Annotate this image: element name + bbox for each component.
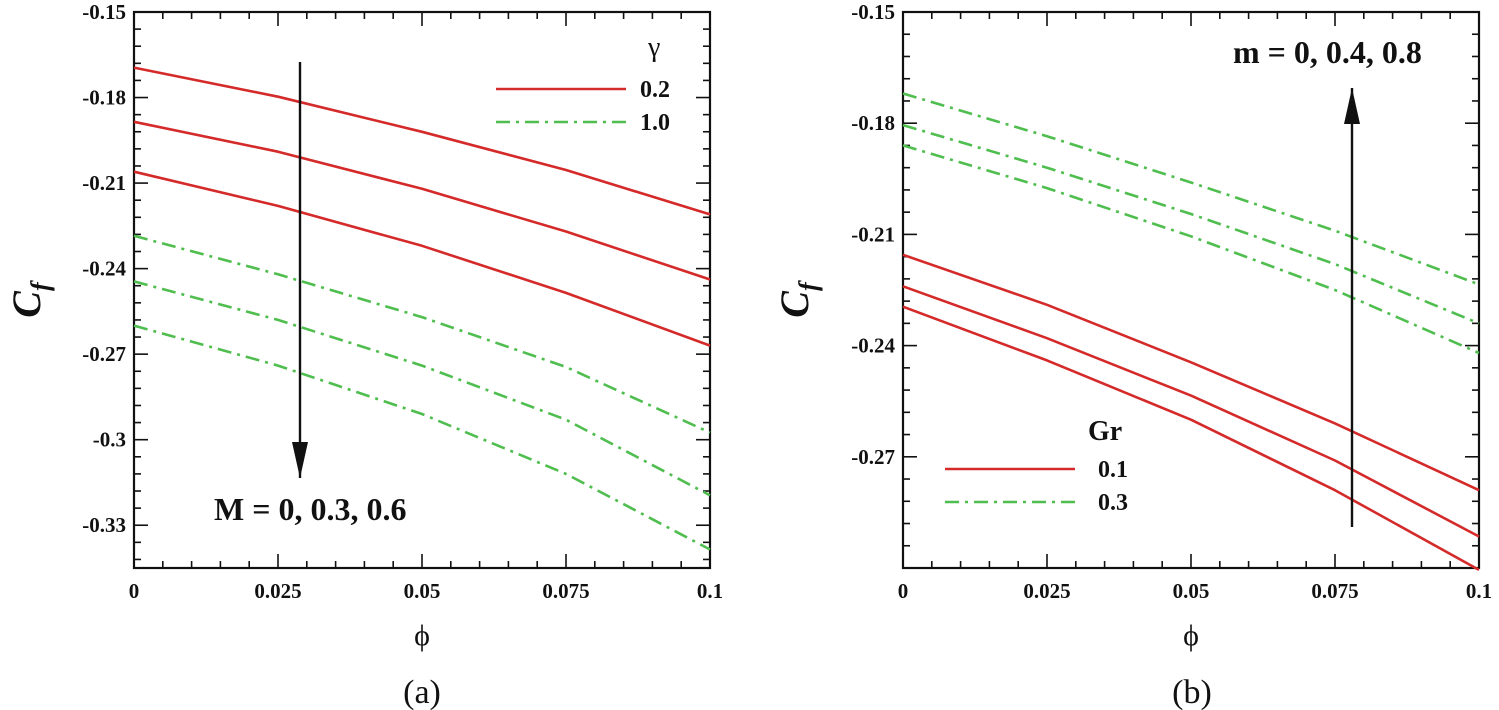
- series-line-2: [133, 120, 711, 281]
- series-line-5: [133, 280, 711, 497]
- x-tick-label: 0.075: [1311, 579, 1358, 603]
- x-tick-label: 0: [898, 579, 909, 603]
- series-line-6: [133, 324, 711, 551]
- legend-label-1: 0.1: [1098, 457, 1128, 483]
- x-axis-label: ϕ: [414, 619, 430, 652]
- y-tick-label: -0.15: [851, 0, 895, 24]
- x-tick-label: 0.05: [404, 579, 441, 603]
- y-axis-label-main: C: [4, 290, 49, 318]
- y-tick-label: -0.18: [82, 86, 126, 110]
- plot-frame: [901, 10, 1481, 570]
- y-tick-label: -0.33: [82, 513, 126, 537]
- series-line-3: [902, 144, 1480, 355]
- y-tick-label: -0.15: [82, 0, 126, 24]
- panel-a: 0 0.025 0.05 0.075 0.1 -0.15 -0.18 -0.21 -0.24 -0…: [4, 0, 723, 710]
- x-tick-label: 0.075: [542, 579, 589, 603]
- legend-title: Gr: [1088, 416, 1122, 447]
- x-tick-label: 0: [129, 579, 140, 603]
- x-tick-label: 0.025: [254, 579, 301, 603]
- y-tick-label: -0.21: [82, 171, 126, 195]
- y-tick-label: -0.18: [851, 111, 895, 135]
- series-line-1: [133, 66, 711, 216]
- panel-caption: (b): [1172, 674, 1212, 710]
- x-tick-label: 0.025: [1023, 579, 1070, 603]
- series-line-3: [133, 170, 711, 347]
- x-tick-label: 0.1: [1466, 579, 1492, 603]
- series-line-6: [902, 305, 1480, 572]
- y-axis-label-main: C: [772, 290, 817, 318]
- y-tick-label: -0.27: [82, 342, 126, 366]
- series-line-4: [133, 234, 711, 434]
- legend: Gr 0.1 0.3: [945, 416, 1128, 516]
- y-axis-label: Cf: [772, 280, 823, 318]
- annotation-text: M = 0, 0.3, 0.6: [214, 491, 406, 527]
- panel-caption: (a): [403, 674, 441, 710]
- legend: γ 0.2 1.0: [496, 32, 670, 136]
- y-axis-label-subscript: f: [26, 280, 55, 291]
- legend-label-2: 0.3: [1098, 490, 1128, 516]
- y-tick-label: -0.24: [82, 257, 126, 281]
- annotation-arrow-head: [292, 442, 308, 478]
- legend-title: γ: [647, 32, 660, 63]
- panel-b: 0 0.025 0.05 0.075 0.1 -0.15 -0.18 -0.21 -0.24 -0…: [772, 0, 1492, 710]
- legend-label-2: 1.0: [640, 110, 670, 136]
- y-tick-label: -0.21: [851, 222, 895, 246]
- series-line-4: [902, 253, 1480, 492]
- x-tick-label: 0.05: [1173, 579, 1210, 603]
- legend-label-1: 0.2: [640, 77, 670, 103]
- y-tick-label: -0.3: [93, 428, 126, 452]
- annotation-arrow-head: [1344, 88, 1360, 124]
- annotation-text: m = 0, 0.4, 0.8: [1233, 34, 1422, 70]
- x-axis-label: ϕ: [1183, 619, 1199, 652]
- plot-frame: [132, 10, 712, 570]
- y-tick-label: -0.27: [851, 445, 895, 469]
- y-axis-label: Cf: [4, 280, 55, 318]
- y-tick-label: -0.24: [851, 334, 895, 358]
- x-tick-label: 0.1: [697, 579, 723, 603]
- y-axis-label-subscript: f: [794, 280, 823, 291]
- series-line-1: [902, 92, 1480, 286]
- series-line-5: [902, 285, 1480, 538]
- series-line-2: [902, 123, 1480, 325]
